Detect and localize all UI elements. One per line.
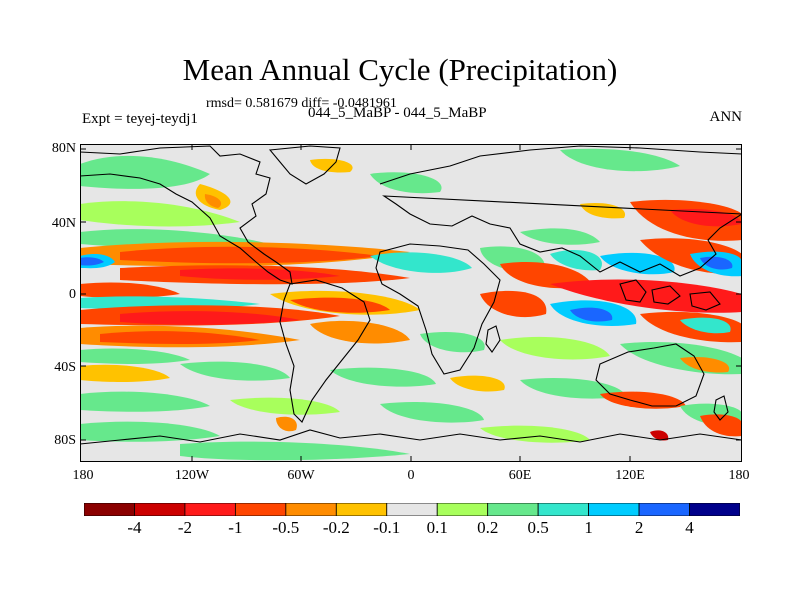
experiment-label: Expt = teyej-teydj1 [82, 111, 198, 127]
colorbar-swatch [436, 503, 489, 516]
colorbar-swatch [184, 503, 236, 516]
lon-tick-60w: 60W [287, 468, 315, 483]
colorbar-swatch [537, 503, 590, 516]
case-label: 044_5_MaBP - 044_5_MaBP [308, 105, 487, 121]
field-region [370, 172, 442, 194]
coastline-antarctica [80, 429, 742, 445]
field-region [480, 425, 590, 443]
field-region [180, 441, 410, 461]
field-region [120, 311, 300, 325]
colorbar-swatch [234, 503, 287, 516]
plot-title: Mean Annual Cycle (Precipitation) [182, 52, 618, 87]
colorbar-label: 0.2 [477, 518, 499, 537]
field-region [650, 430, 669, 441]
lon-tick-120e: 120E [615, 468, 645, 483]
field-region [80, 155, 210, 189]
field-region [500, 262, 592, 289]
colorbar-label: -1 [228, 518, 243, 537]
field-region [80, 257, 104, 266]
colorbar-label: -2 [177, 518, 193, 537]
colorbar-swatch [588, 503, 640, 516]
colorbar-swatch [487, 503, 539, 516]
lat-tick-40n: 40N [51, 216, 76, 231]
colorbar-label: 2 [634, 518, 644, 537]
field-region [80, 282, 180, 298]
lat-tick-80n: 80N [51, 141, 76, 156]
field-region [680, 356, 730, 373]
colorbar-swatch [689, 503, 740, 516]
field-region [550, 279, 742, 313]
colorbar-swatch [84, 503, 135, 516]
field-region [550, 249, 602, 271]
axis-ticks [80, 144, 742, 462]
field-region [120, 246, 380, 264]
field-region [700, 414, 742, 437]
field-region [420, 331, 485, 353]
field-region [370, 252, 472, 273]
colorbar-label: 4 [685, 518, 694, 537]
lon-tick-120w: 120W [174, 468, 210, 483]
colorbar-swatch [134, 503, 186, 516]
field-region [600, 252, 675, 275]
coastline-greenland [268, 145, 341, 185]
field-region [276, 416, 297, 432]
field-region [600, 391, 686, 409]
lon-tick-0: 0 [407, 468, 415, 483]
colorbar-swatch [335, 503, 388, 516]
field-region [310, 158, 353, 173]
colorbar-label: 0.5 [527, 518, 549, 537]
field-region [700, 256, 733, 270]
stats-line: rmsd= 0.581679 diff= -0.0481961 [206, 96, 397, 111]
lat-tick-0: 0 [69, 287, 76, 302]
colorbar-swatch [285, 503, 337, 516]
colorbar-swatch [386, 503, 438, 516]
coastline [80, 145, 742, 445]
lat-tick-40s: 40S [54, 360, 76, 375]
coastline-north-america [80, 145, 293, 285]
field-region [180, 361, 290, 381]
precip-diff-map [80, 144, 742, 462]
colorbar-label: 0.1 [426, 518, 448, 537]
field-region [450, 375, 505, 392]
coastline-madagascar [485, 325, 501, 353]
field-region [290, 297, 390, 313]
field-region [80, 364, 170, 382]
season-label: ANN [709, 109, 743, 125]
colorbar-swatch [638, 503, 690, 516]
field-region [500, 336, 610, 360]
field-region [80, 348, 190, 364]
field-region [570, 307, 613, 322]
field-region [100, 331, 260, 344]
field-region [330, 367, 436, 387]
colorbar-label: -0.5 [272, 518, 300, 537]
colorbar-label: -0.2 [322, 518, 350, 537]
coastline-australia [595, 343, 705, 407]
field-region [80, 421, 220, 442]
field-region [310, 320, 410, 344]
field-region [680, 317, 731, 334]
coastline-eurasia [379, 145, 742, 277]
colorbar-label: -0.1 [373, 518, 401, 537]
lon-tick-180w: 180 [72, 468, 94, 483]
field-region [380, 401, 484, 423]
lon-tick-180e: 180 [728, 468, 750, 483]
coastline-africa [375, 243, 501, 375]
field-region [560, 148, 680, 172]
coastline-new-zealand [713, 395, 729, 421]
coastline-south-america [279, 279, 371, 423]
lon-tick-60e: 60E [508, 468, 532, 483]
field-region [80, 201, 240, 227]
field-region [80, 391, 210, 412]
field-region [204, 194, 222, 208]
field-region [180, 268, 340, 280]
field-region [480, 290, 547, 318]
field-region [520, 228, 600, 245]
colorbar-label: 1 [584, 518, 593, 537]
field-region [230, 397, 340, 415]
colorbar-label: -4 [127, 518, 142, 537]
colorbar [84, 503, 740, 516]
coastline-maritime-continent [619, 279, 721, 311]
lat-tick-80s: 80S [54, 433, 76, 448]
